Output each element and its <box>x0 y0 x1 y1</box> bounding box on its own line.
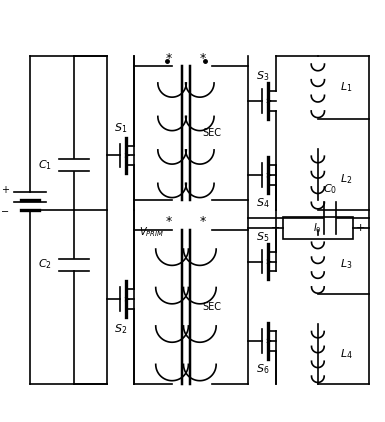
Text: +: + <box>2 185 9 195</box>
Text: $S_5$: $S_5$ <box>256 230 269 243</box>
Text: $S_2$: $S_2$ <box>114 322 127 336</box>
Text: $S_3$: $S_3$ <box>256 69 269 83</box>
Text: $C_1$: $C_1$ <box>38 159 52 172</box>
Text: *: * <box>200 215 206 228</box>
Text: +: + <box>355 223 365 233</box>
Text: $C_0$: $C_0$ <box>323 182 337 196</box>
Text: $L_3$: $L_3$ <box>340 258 352 271</box>
Text: $L_1$: $L_1$ <box>340 81 352 95</box>
Text: $L_4$: $L_4$ <box>340 347 352 361</box>
Text: −: − <box>271 223 280 233</box>
Text: $S_1$: $S_1$ <box>114 121 127 135</box>
Text: $S_6$: $S_6$ <box>256 362 269 376</box>
Text: $C_2$: $C_2$ <box>38 258 52 271</box>
Text: $I_0$: $I_0$ <box>313 221 322 235</box>
Text: $S_4$: $S_4$ <box>256 196 269 210</box>
Bar <box>283 217 353 239</box>
Text: SEC: SEC <box>203 302 222 312</box>
Text: $L_2$: $L_2$ <box>340 172 352 186</box>
Text: −: − <box>1 207 9 217</box>
Text: $V_\mathregular{PRIM}$: $V_\mathregular{PRIM}$ <box>139 225 164 239</box>
Text: *: * <box>200 52 206 65</box>
Text: *: * <box>166 215 172 228</box>
Text: *: * <box>166 52 172 65</box>
Text: SEC: SEC <box>203 128 222 138</box>
